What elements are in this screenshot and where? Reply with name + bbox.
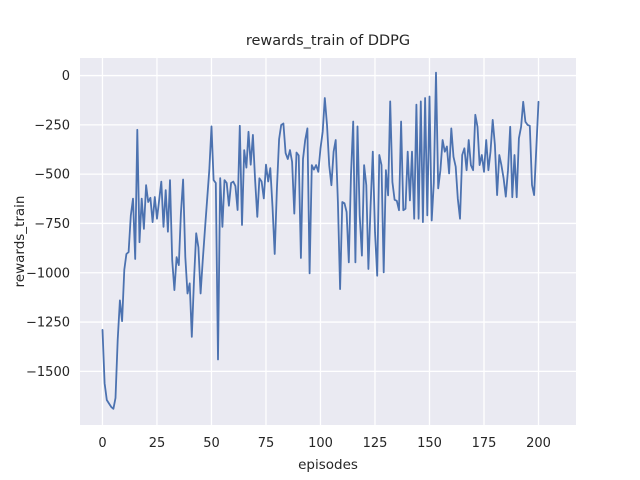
y-axis-label: rewards_train [12,196,28,288]
x-tick-label: 125 [363,436,388,451]
plot-area [80,58,576,425]
y-tick-label: −250 [34,118,70,133]
x-axis-label: episodes [298,457,358,473]
y-tick-label: −1500 [26,365,70,380]
x-tick-labels: 0 25 50 75 100 125 150 175 200 [98,436,551,451]
x-tick-label: 100 [308,436,333,451]
x-tick-label: 50 [203,436,220,451]
y-tick-labels: 0 −250 −500 −750 −1000 −1250 −1500 [26,69,70,380]
x-tick-label: 0 [98,436,106,451]
y-tick-label: 0 [62,69,70,84]
x-tick-label: 175 [472,436,497,451]
x-tick-label: 25 [149,436,166,451]
y-tick-label: −500 [34,168,70,183]
y-tick-label: −750 [34,217,70,232]
chart-title: rewards_train of DDPG [246,33,410,49]
y-tick-label: −1000 [26,266,70,281]
y-tick-label: −1250 [26,316,70,331]
rewards-line-series [101,71,540,410]
x-tick-label: 75 [258,436,275,451]
x-tick-label: 150 [417,436,442,451]
x-tick-label: 200 [526,436,551,451]
